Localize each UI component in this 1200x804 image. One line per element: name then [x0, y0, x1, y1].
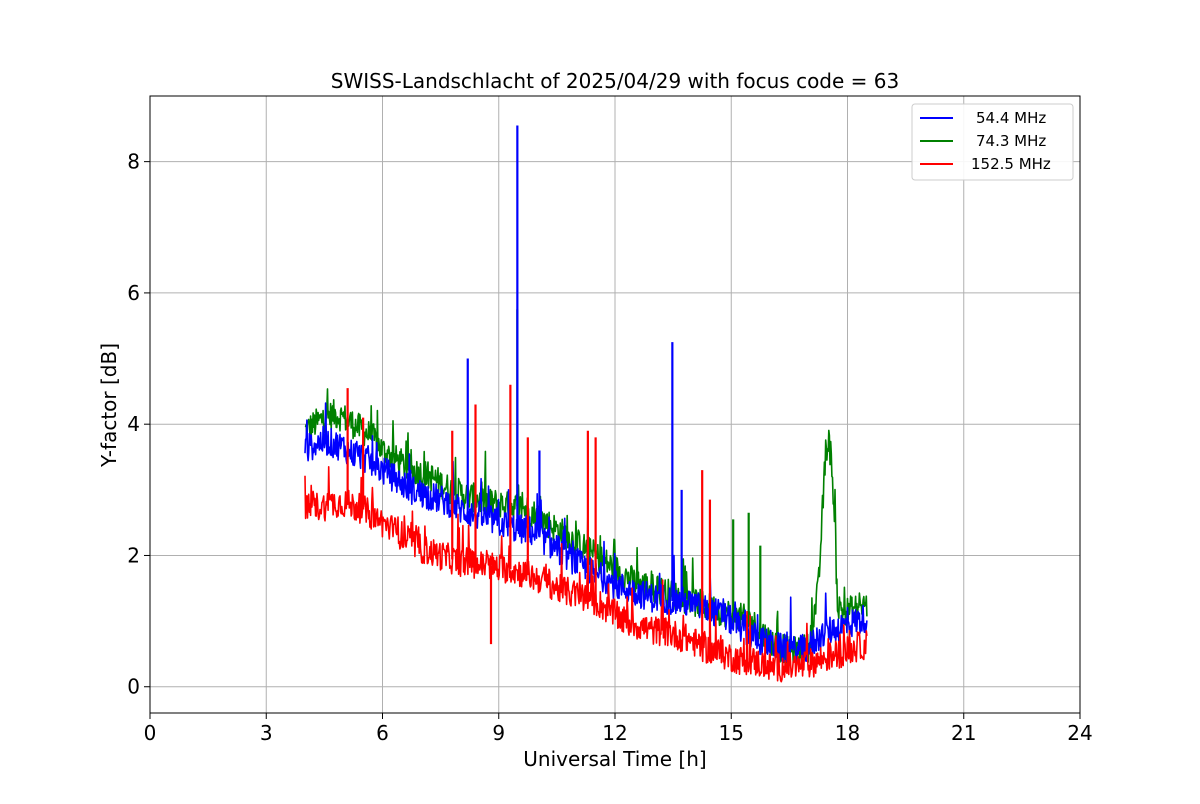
y-axis-label: Y-factor [dB]	[97, 343, 121, 468]
y-tick-label: 8	[127, 150, 140, 174]
x-tick-label: 18	[835, 721, 860, 745]
x-tick-label: 9	[492, 721, 505, 745]
legend: 54.4 MHz 74.3 MHz 152.5 MHz	[911, 103, 1074, 181]
chart-title: SWISS-Landschlacht of 2025/04/29 with fo…	[331, 69, 899, 93]
x-tick-label: 0	[144, 721, 157, 745]
series-layer	[304, 125, 868, 683]
x-tick-label: 24	[1067, 721, 1092, 745]
legend-box	[911, 103, 1074, 181]
legend-label-74-3-mhz: 74.3 MHz	[976, 132, 1046, 150]
series-line-152-5-mhz	[304, 466, 868, 683]
series-line-54-4-mhz	[304, 402, 868, 667]
y-tick-label: 2	[127, 543, 140, 567]
y-tick-label: 0	[127, 675, 140, 699]
x-tick-label: 12	[602, 721, 627, 745]
legend-label-152-5-mhz: 152.5 MHz	[971, 155, 1051, 173]
x-tick-label: 21	[951, 721, 976, 745]
x-tick-label: 6	[376, 721, 389, 745]
y-tick-label: 4	[127, 412, 140, 436]
legend-label-54-4-mhz: 54.4 MHz	[976, 109, 1046, 127]
x-tick-label: 3	[260, 721, 273, 745]
x-tick-label: 15	[719, 721, 744, 745]
y-tick-label: 6	[127, 281, 140, 305]
x-axis-label: Universal Time [h]	[523, 747, 706, 771]
